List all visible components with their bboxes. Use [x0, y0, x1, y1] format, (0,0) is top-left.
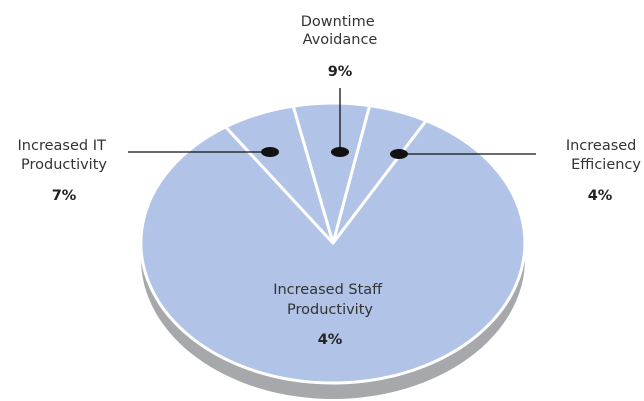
- value-increased-efficiency: 4%: [588, 188, 613, 204]
- slice-increased-it-productivity: [224, 104, 335, 245]
- value-increased-it-productivity: 7%: [52, 188, 77, 204]
- leader-lines: [128, 88, 536, 159]
- slice-increased-staff-productivity: [139, 119, 527, 385]
- label-increased-efficiency: Increased Efficiency: [566, 138, 642, 173]
- value-downtime-avoidance: 9%: [328, 64, 353, 80]
- marker-downtime-avoidance: [331, 147, 349, 157]
- label-increased-staff-productivity: Increased Staff Productivity: [273, 282, 387, 318]
- label-increased-it-productivity: Increased IT Productivity: [18, 138, 111, 173]
- marker-increased-efficiency: [390, 149, 408, 159]
- marker-increased-it-productivity: [261, 147, 279, 157]
- value-increased-staff-productivity: 4%: [318, 332, 343, 348]
- label-downtime-avoidance: Downtime Avoidance: [301, 14, 379, 48]
- pie-slices: [139, 101, 527, 385]
